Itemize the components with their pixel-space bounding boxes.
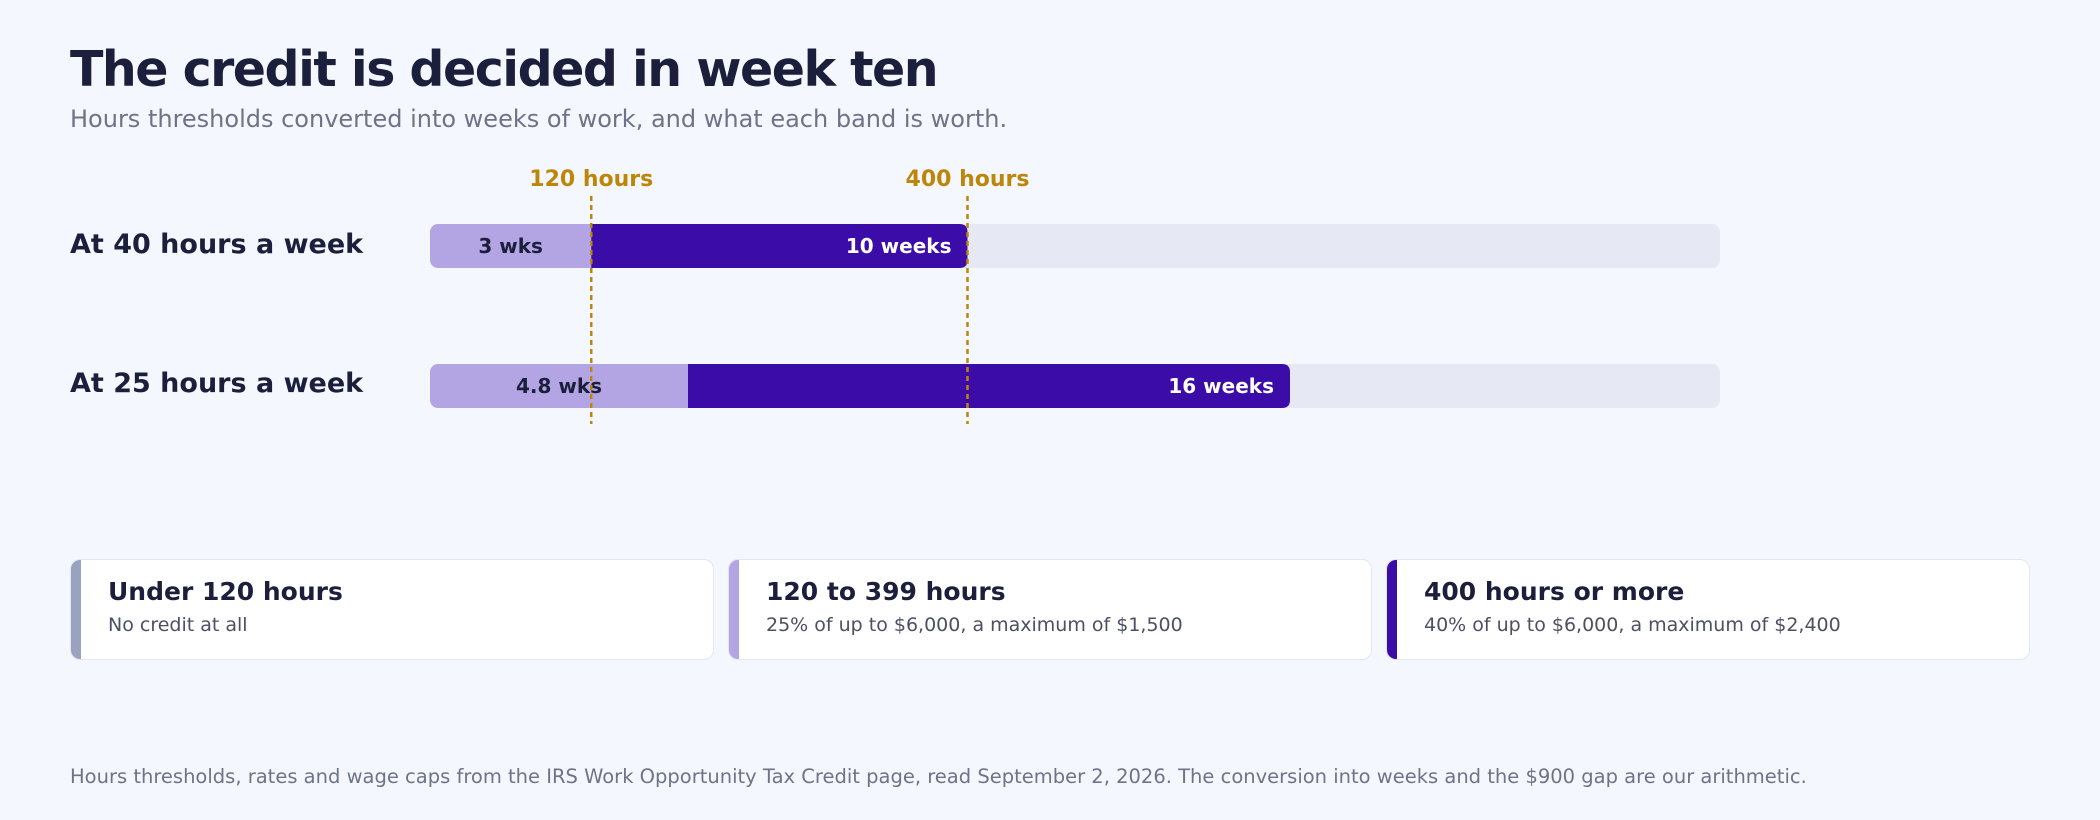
segment-label-under-threshold-row-1: 3 wks [478,234,543,258]
weeks-bar-chart: 3 wks 10 weeks 4.8 wks 16 weeks 120 hours 40… [430,167,1720,424]
band-card-under-120: Under 120 hours No credit at all [70,559,714,660]
band-description: No credit at all [108,614,248,636]
bar-segment-credit-band-row-1 [591,224,968,268]
segment-label-credit-band-row-1: 10 weeks [846,234,952,258]
bar-segment-credit-band-row-2 [688,364,1290,408]
bars-layer: 3 wks 10 weeks 4.8 wks 16 weeks [430,224,1720,408]
band-card-400-plus: 400 hours or more 40% of up to $6,000, a… [1386,559,2030,660]
row-label-25-hours: At 25 hours a week [70,368,364,399]
band-accent-under-120 [71,560,81,659]
band-title: Under 120 hours [108,577,343,606]
chart-title: The credit is decided in week ten [70,41,939,98]
bar-segment-under-threshold-row-2 [430,364,688,408]
band-card-120-to-399: 120 to 399 hours 25% of up to $6,000, a … [728,559,1372,660]
segment-label-under-threshold-row-2: 4.8 wks [516,374,602,398]
chart-subtitle: Hours thresholds converted into weeks of… [70,105,1008,133]
bar-segment-under-threshold-row-1 [430,224,592,268]
band-accent-120-to-399 [729,560,739,659]
thresholds-layer: 120 hours 400 hours [529,167,1029,424]
band-legend: Under 120 hours No credit at all 120 to … [70,559,2030,660]
band-title: 120 to 399 hours [766,577,1006,606]
band-description: 40% of up to $6,000, a maximum of $2,400 [1424,614,1841,636]
row-label-40-hours: At 40 hours a week [70,229,364,260]
threshold-label-1: 120 hours [529,167,653,192]
threshold-label-2: 400 hours [906,167,1030,192]
band-accent-400-plus [1387,560,1397,659]
source-footnote: Hours thresholds, rates and wage caps fr… [70,765,1807,788]
band-description: 25% of up to $6,000, a maximum of $1,500 [766,614,1183,636]
segment-label-credit-band-row-2: 16 weeks [1168,374,1274,398]
band-title: 400 hours or more [1424,577,1685,606]
